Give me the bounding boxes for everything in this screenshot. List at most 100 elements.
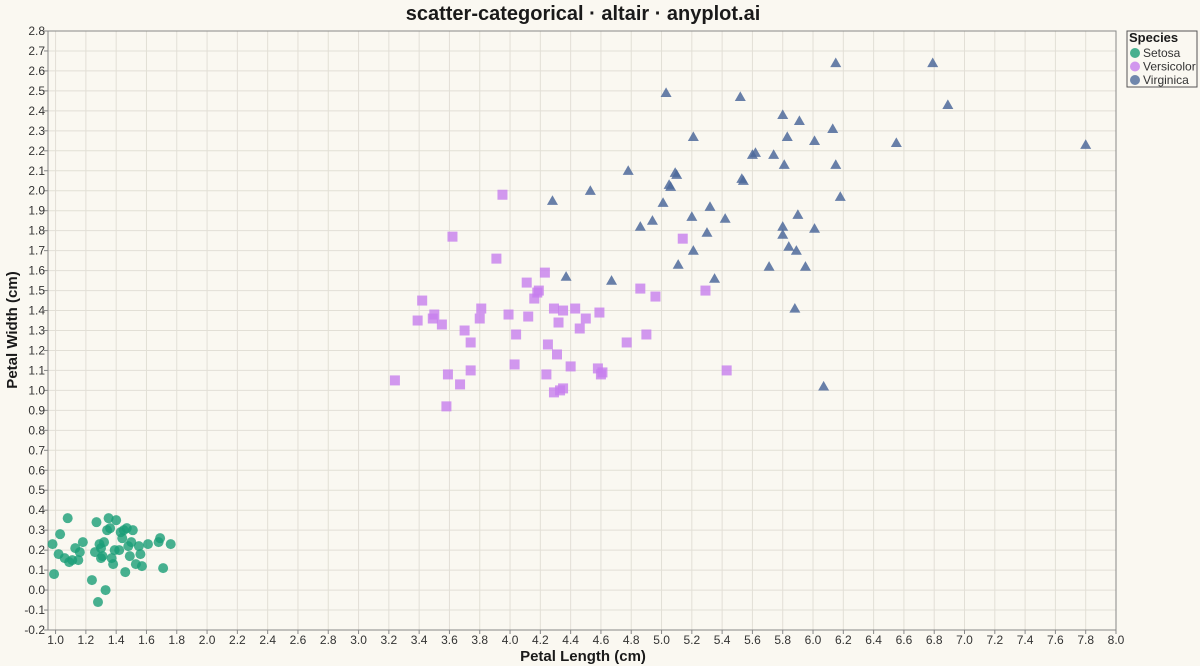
versicolor-point <box>677 233 688 244</box>
setosa-point <box>99 537 110 548</box>
versicolor-point <box>541 369 552 380</box>
y-tick-label: 2.6 <box>28 64 45 78</box>
setosa-point <box>62 513 73 524</box>
y-tick-label: 1.2 <box>28 343 45 357</box>
y-tick-label: 1.4 <box>28 304 45 318</box>
setosa-point <box>165 539 176 550</box>
versicolor-point <box>558 305 569 316</box>
y-tick-label: 1.9 <box>28 204 45 218</box>
virginica-point <box>634 221 646 231</box>
versicolor-point <box>641 329 652 340</box>
y-tick-label: 0.7 <box>28 443 45 457</box>
versicolor-point <box>533 285 544 296</box>
versicolor-point <box>412 315 423 326</box>
virginica-point <box>686 211 698 221</box>
y-tick-label: 1.7 <box>28 244 45 258</box>
virginica-point <box>734 91 746 102</box>
virginica-point <box>942 99 954 110</box>
setosa-point <box>155 533 166 544</box>
setosa-point <box>74 547 85 558</box>
x-tick-label: 3.4 <box>411 633 428 647</box>
x-tick-label: 5.4 <box>714 633 731 647</box>
x-tick-label: 1.4 <box>108 633 125 647</box>
x-tick-label: 7.6 <box>1047 633 1064 647</box>
y-tick-label: 0.2 <box>28 543 45 557</box>
setosa-point <box>86 575 97 586</box>
virginica-point <box>622 165 634 175</box>
virginica-point <box>560 271 572 281</box>
virginica-point <box>671 169 683 179</box>
versicolor-point <box>442 369 453 380</box>
x-tick-label: 2.2 <box>229 633 246 647</box>
legend-label-setosa: Setosa <box>1143 46 1181 60</box>
virginica-point <box>709 273 721 283</box>
virginica-point <box>749 147 761 157</box>
grid-lines <box>48 30 1117 631</box>
x-tick-label: 3.2 <box>381 633 398 647</box>
versicolor-point <box>553 317 564 328</box>
virginica-point <box>657 197 669 207</box>
setosa-point <box>133 541 144 552</box>
x-tick-label: 6.0 <box>805 633 822 647</box>
virginica-point <box>777 229 789 239</box>
y-tick-label: 1.8 <box>28 224 45 238</box>
versicolor-point <box>447 231 458 242</box>
virginica-point <box>781 131 793 141</box>
versicolor-point <box>476 303 487 314</box>
versicolor-point <box>548 303 559 314</box>
x-tick-label: 1.6 <box>138 633 155 647</box>
virginica-point <box>790 245 802 255</box>
setosa-point <box>91 517 102 528</box>
virginica-point <box>799 261 811 271</box>
setosa-point <box>158 563 169 574</box>
versicolor-point <box>650 291 661 302</box>
x-tick-label: 3.0 <box>350 633 367 647</box>
virginica-point <box>818 380 830 391</box>
virginica-point <box>834 191 846 201</box>
virginica-point <box>827 123 839 133</box>
legend-symbol-virginica <box>1130 75 1140 85</box>
versicolor-point <box>635 283 646 294</box>
virginica-point <box>546 195 558 205</box>
setosa-point <box>92 597 103 608</box>
virginica-point <box>687 131 699 141</box>
virginica-point <box>701 227 713 237</box>
virginica-point <box>792 209 804 219</box>
setosa-point <box>77 537 88 548</box>
virginica-point <box>809 223 821 233</box>
versicolor-point <box>523 311 534 322</box>
y-tick-label: 2.0 <box>28 184 45 198</box>
versicolor-point <box>539 267 550 278</box>
x-tick-label: 1.2 <box>78 633 95 647</box>
versicolor-point <box>580 313 591 324</box>
versicolor-point <box>594 307 605 318</box>
x-tick-label: 3.6 <box>441 633 458 647</box>
virginica-point <box>763 261 775 271</box>
setosa-point <box>97 551 108 562</box>
virginica-point <box>719 213 731 223</box>
y-tick-label: 2.5 <box>28 84 45 98</box>
y-tick-label: 1.0 <box>28 383 45 397</box>
y-tick-label: 2.8 <box>28 24 45 38</box>
setosa-point <box>103 513 114 524</box>
legend-label-versicolor: Versicolor <box>1143 60 1196 74</box>
x-tick-label: 6.2 <box>835 633 852 647</box>
versicolor-point <box>429 309 440 320</box>
chart-title: scatter-categorical · altair · anyplot.a… <box>406 3 761 25</box>
virginica-point <box>704 201 716 211</box>
x-tick-label: 8.0 <box>1108 633 1125 647</box>
x-tick-label: 5.6 <box>744 633 761 647</box>
x-tick-label: 2.8 <box>320 633 337 647</box>
virginica-point <box>606 275 618 285</box>
y-axis-title: Petal Width (cm) <box>4 271 21 388</box>
x-tick-label: 7.0 <box>956 633 973 647</box>
virginica-point <box>783 241 795 251</box>
setosa-point <box>135 549 146 560</box>
virginica-point <box>890 137 902 147</box>
y-tick-label: 0.5 <box>28 483 45 497</box>
versicolor-point <box>503 309 514 320</box>
x-tick-label: 4.8 <box>623 633 640 647</box>
